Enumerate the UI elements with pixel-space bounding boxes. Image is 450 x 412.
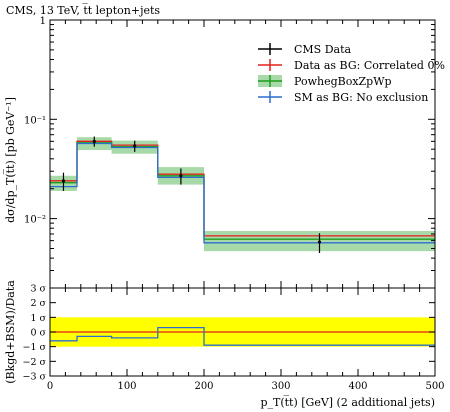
series-line (50, 142, 435, 240)
data-point (92, 136, 96, 147)
ratio-y-tick-label: 3 σ (30, 284, 46, 295)
data-point (61, 172, 66, 191)
series-line (50, 142, 435, 244)
x-tick-label: 200 (194, 381, 213, 392)
ratio-y-tick-label: −2 σ (22, 357, 46, 368)
legend-entry: PowhegBoxZpWp (258, 75, 392, 88)
legend-label: SM as BG: No exclusion (294, 91, 428, 104)
x-tick-label: 300 (271, 381, 290, 392)
ratio-y-axis-label: (Bkgd+BSM)/Data (4, 280, 17, 384)
legend-entry: SM as BG: No exclusion (258, 91, 428, 104)
ratio-panel: 3 σ 2 σ 1 σ 0 σ −1 σ −2 σ −3 σ 0 100 200 300 400 50… (4, 280, 445, 392)
legend-label: PowhegBoxZpWp (294, 75, 392, 88)
data-points-layer (61, 136, 322, 254)
y-tick-label: 10⁻¹ (24, 115, 46, 126)
data-point (179, 168, 183, 185)
legend-entry: CMS Data (258, 43, 352, 56)
x-tick-label: 400 (348, 381, 367, 392)
legend-label: CMS Data (294, 43, 352, 56)
x-tick-label: 0 (47, 381, 53, 392)
ratio-y-tick-label: −3 σ (22, 372, 46, 383)
band-layer (50, 137, 435, 252)
series-layer (50, 140, 435, 244)
main-x-ticks (49, 20, 436, 288)
chart-title: CMS, 13 TeV, t̅t lepton+jets (6, 3, 160, 17)
ratio-y-ticks: 3 σ 2 σ 1 σ 0 σ −1 σ −2 σ −3 σ (22, 284, 435, 383)
data-point (133, 140, 137, 152)
main-y-ticks: 1 10⁻¹ 10⁻² (24, 16, 435, 289)
x-tick-label: 100 (117, 381, 136, 392)
y-tick-label: 1 (40, 16, 46, 27)
legend: CMS Data Data as BG: Correlated 0% PowhegB… (258, 43, 445, 104)
x-tick-label: 500 (425, 381, 444, 392)
data-point (317, 233, 322, 254)
x-axis-label: p_T(t̅t) [GeV] (2 additional jets) (260, 395, 435, 409)
ratio-y-tick-label: 2 σ (30, 298, 46, 309)
legend-label: Data as BG: Correlated 0% (294, 59, 445, 72)
ratio-y-tick-label: −1 σ (22, 342, 46, 353)
main-panel: 1 10⁻¹ 10⁻² dσ/dp_T(t̅t) [pb GeV⁻¹] (3, 16, 436, 289)
ratio-x-ticks: 0 100 200 300 400 500 (47, 288, 445, 392)
ratio-y-tick-label: 0 σ (30, 328, 46, 339)
main-y-axis-label: dσ/dp_T(t̅t) [pb GeV⁻¹] (3, 97, 17, 223)
legend-entry: Data as BG: Correlated 0% (258, 59, 445, 72)
ratio-series-layer (50, 326, 435, 346)
ratio-series-line (50, 326, 435, 346)
y-tick-label: 10⁻² (24, 215, 46, 226)
series-line (50, 140, 435, 237)
ratio-y-tick-label: 1 σ (30, 313, 46, 324)
